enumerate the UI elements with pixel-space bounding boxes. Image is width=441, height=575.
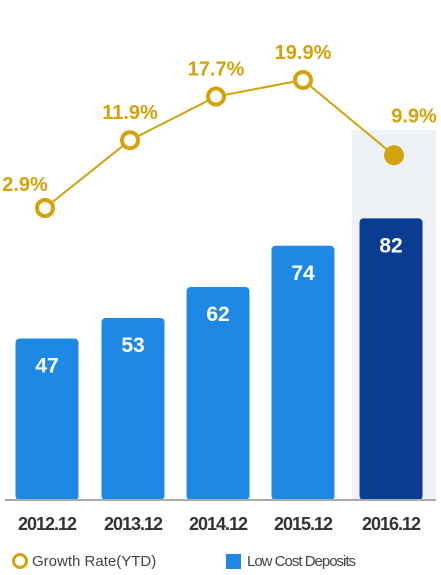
bar-value-labels: 47 53 62 74 82 xyxy=(35,234,402,377)
legend-label-low-cost-deposits: Low Cost Deposits xyxy=(247,552,356,570)
bar-series xyxy=(15,218,423,500)
growth-point-2013.12 xyxy=(120,130,140,151)
bar-2016.12 xyxy=(359,218,423,500)
bar-2013.12 xyxy=(101,317,165,500)
growth-point-2014.12 xyxy=(206,86,226,107)
x-tick-label: 2015.12 xyxy=(274,514,333,534)
bar-value-label: 74 xyxy=(291,262,315,285)
bar-2012.12 xyxy=(15,338,79,500)
bar-value-label: 53 xyxy=(121,334,144,357)
x-tick-label: 2013.12 xyxy=(104,514,163,534)
growth-point-2015.12 xyxy=(293,69,313,90)
bar-value-label: 62 xyxy=(206,303,229,326)
x-tick-label: 2012.12 xyxy=(18,514,77,534)
legend-swatch-deposits xyxy=(226,553,241,569)
bar-2015.12 xyxy=(271,245,335,500)
x-tick-label: 2014.12 xyxy=(189,514,248,534)
growth-rate-label: 2.9% xyxy=(2,174,48,196)
legend-item-growth-rate: Growth Rate(YTD) xyxy=(12,550,156,572)
bar-value-label: 82 xyxy=(379,234,402,257)
bar-value-label: 47 xyxy=(35,355,58,378)
growth-rate-label: 19.9% xyxy=(275,42,332,64)
bar-2014.12 xyxy=(186,287,250,500)
legend: Growth Rate(YTD) Low Cost Deposits xyxy=(0,550,441,572)
growth-rate-points xyxy=(35,69,404,218)
legend-item-low-cost-deposits: Low Cost Deposits xyxy=(226,550,356,572)
growth-point-2012.12 xyxy=(35,198,55,218)
legend-ring-marker xyxy=(12,553,28,569)
growth-rate-label: 9.9% xyxy=(391,105,437,127)
growth-rate-label: 11.9% xyxy=(102,102,158,124)
x-tick-label: 2016.12 xyxy=(362,514,421,534)
growth-rate-labels: 2.9% 11.9% 17.7% 19.9% 9.9% xyxy=(2,42,437,196)
legend-label-growth-rate: Growth Rate(YTD) xyxy=(32,552,157,570)
growth-point-2016.12 xyxy=(384,145,404,166)
growth-rate-label: 17.7% xyxy=(188,59,245,81)
x-axis-tick-labels: 2012.12 2013.12 2014.12 2015.12 2016.12 xyxy=(18,514,422,534)
